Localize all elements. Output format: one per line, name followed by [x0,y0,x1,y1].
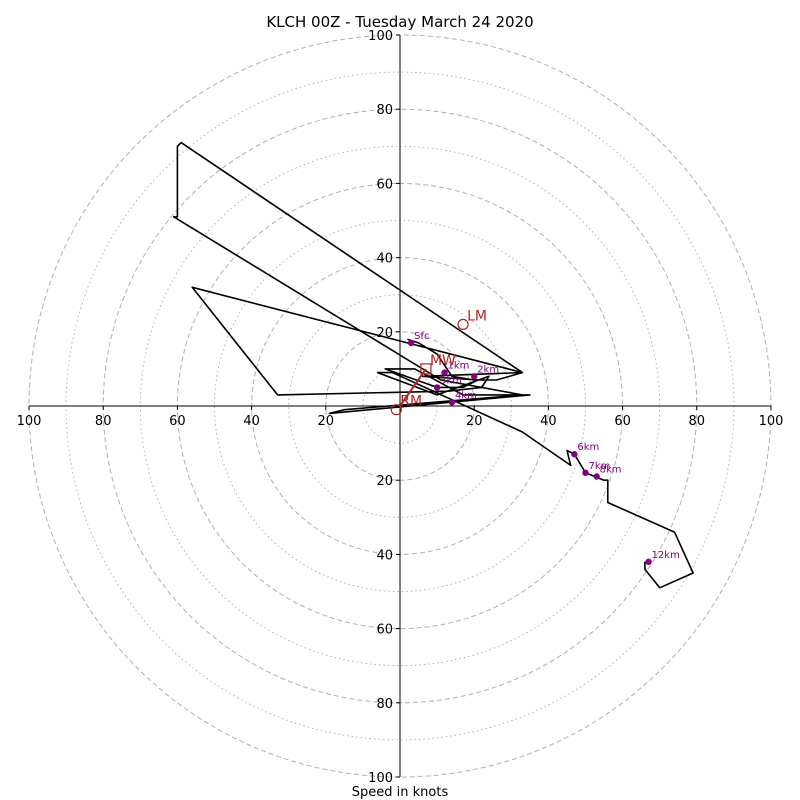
y-tick-label: 80 [376,697,393,712]
x-tick-label: 40 [540,414,557,429]
hodograph-trace [172,141,694,589]
height-marker-label: 2km [477,364,499,375]
y-tick-label: 60 [376,623,393,638]
height-marker-label: 7km [589,461,611,472]
height-marker-dot [593,473,600,480]
mw-label: MW [430,353,456,369]
height-marker-label: 4km [455,390,477,401]
storm-motion-markers: LM RM MW [390,308,487,416]
x-tick-label: 100 [17,414,42,429]
y-tick-label: 20 [376,474,393,489]
height-marker-label: 12km [652,550,680,561]
rm-marker [390,404,402,416]
x-axis-label: Speed in knots [352,785,449,800]
height-marker-label: 3km [440,375,462,386]
height-marker-dot [571,451,578,458]
height-marker-dot [582,469,589,476]
x-tick-label: 80 [689,414,706,429]
height-marker-dot [645,558,652,566]
y-tick-label: 100 [368,771,393,786]
height-marker-label: Sfc [414,331,429,342]
height-marker-dot [433,384,441,391]
x-tick-label: 80 [95,414,112,429]
mean-wind-vector [399,368,427,407]
height-marker-label: 1km [448,361,470,372]
y-tick-label: 80 [376,103,393,118]
rm-label: RM [400,394,422,410]
x-tick-label: 40 [243,414,260,429]
y-tick-label: 60 [376,177,393,192]
y-tick-label: 40 [376,252,393,267]
height-marker-dot [441,369,448,376]
height-marker-dot [407,339,415,347]
mean-wind-marker [420,363,432,375]
lm-marker [457,318,469,330]
x-tick-label: 60 [169,414,186,429]
height-marker-label: 8km [600,464,622,475]
y-tick-label: 100 [368,29,393,44]
chart-title: KLCH 00Z - Tuesday March 24 2020 [266,13,533,31]
lm-label: LM [467,308,487,324]
height-marker-dot [448,399,456,406]
hodograph-line-0 [172,141,694,589]
height-marker-dot [471,373,478,380]
y-tick-label: 20 [376,326,393,341]
y-tick-label: 40 [376,548,393,563]
height-marker-label: 6km [577,442,599,453]
tick-labels: 100 80 60 40 20 20 40 60 80 100 100 80 60 40 20 20 40 60 8… [17,29,784,786]
x-tick-label: 20 [318,414,335,429]
x-tick-label: 20 [466,414,483,429]
x-tick-label: 60 [614,414,631,429]
x-tick-label: 100 [759,414,784,429]
